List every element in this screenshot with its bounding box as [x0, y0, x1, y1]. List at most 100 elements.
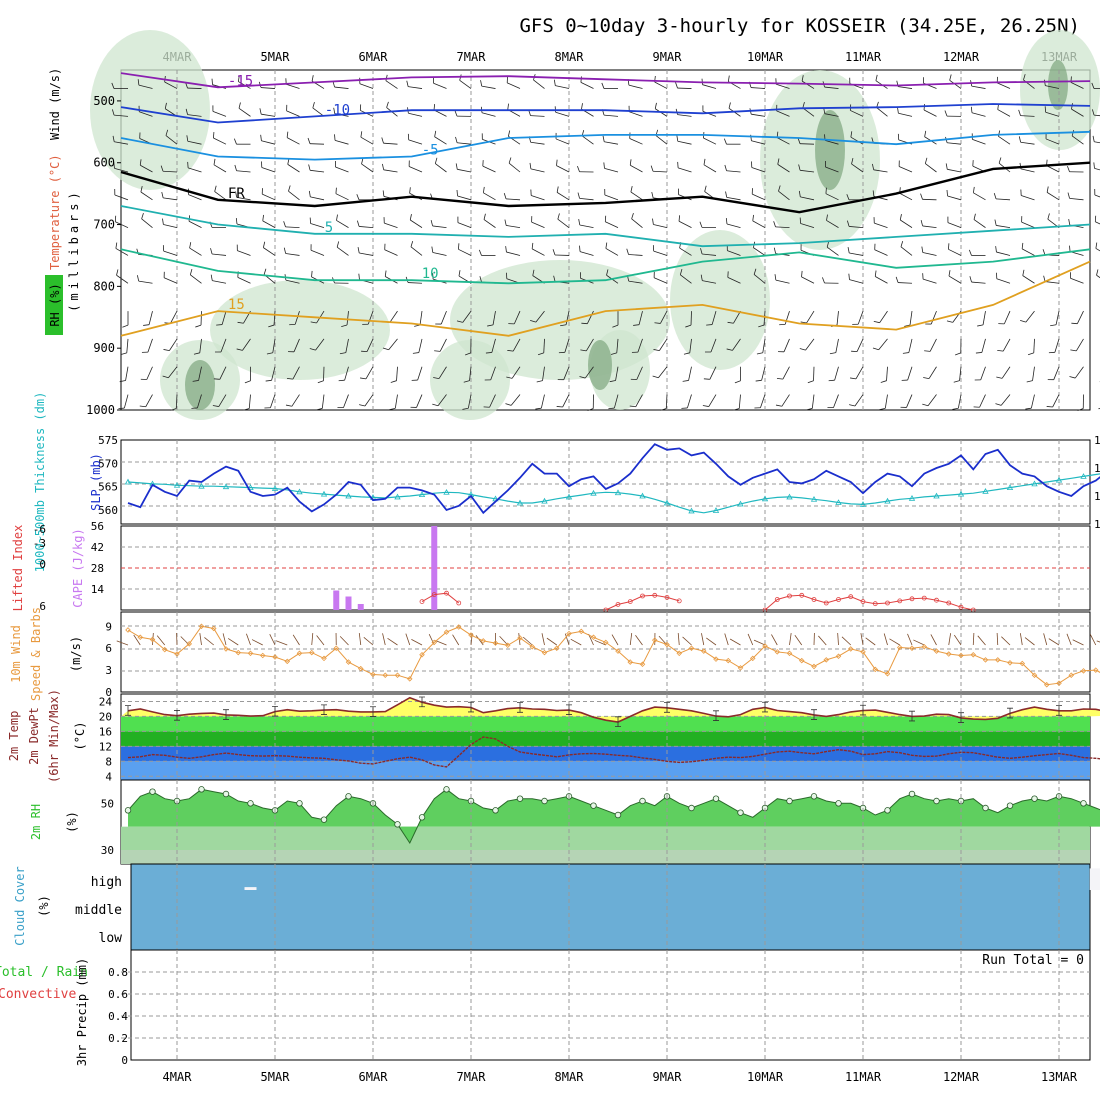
- wind-barb-flag: [112, 135, 115, 142]
- wind-barb: [273, 311, 276, 326]
- wind-barb-flag: [1070, 349, 1077, 352]
- wind-barb: [635, 394, 643, 407]
- li-tick-label: 6: [39, 600, 46, 613]
- wind-barb: [605, 248, 619, 256]
- wind-barb: [269, 634, 276, 646]
- wind-barb: [458, 248, 472, 256]
- wind-barb-flag: [1067, 165, 1070, 172]
- wind-barb-flag: [685, 324, 692, 328]
- wind-barb: [419, 311, 423, 326]
- wind-barbs: [116, 632, 1100, 646]
- wind-barb: [389, 310, 398, 323]
- wind-barb: [310, 169, 325, 173]
- wind-barb-flag: [806, 408, 813, 411]
- wind-barb: [860, 633, 864, 646]
- minmax-errorbar: [125, 705, 131, 716]
- thickness-point: [320, 490, 328, 497]
- wind-speed-label: Speed & Barbs: [29, 607, 43, 701]
- contour-line: [120, 130, 1091, 161]
- wind-barb-flag: [384, 270, 387, 277]
- wind-barb: [855, 366, 864, 380]
- wind-barb: [658, 366, 668, 379]
- wind-barb: [947, 168, 962, 173]
- wind-barb: [738, 394, 741, 409]
- wind-barb-flag: [143, 324, 150, 326]
- wind-barb: [363, 636, 374, 646]
- wind-barb: [682, 636, 692, 646]
- minmax-errorbar: [321, 704, 327, 715]
- wind-barb: [604, 167, 619, 173]
- wind-barb: [972, 139, 986, 145]
- date-label-bottom: 9MAR: [653, 1070, 683, 1084]
- wind-barb: [678, 220, 692, 228]
- wind-barb-flag: [311, 75, 314, 82]
- wind-barb: [874, 222, 888, 229]
- date-label-top: 10MAR: [747, 50, 784, 64]
- wind-barb-flag: [946, 320, 953, 323]
- wind-barb-flag: [952, 407, 959, 410]
- rh-point: [639, 797, 646, 805]
- wind-barb: [237, 276, 251, 284]
- wind-barb: [953, 634, 962, 646]
- wind-barb-flag: [360, 377, 367, 380]
- wind-barb-flag: [848, 273, 850, 280]
- wind-barb-flag: [953, 380, 960, 383]
- wind-barb: [922, 225, 937, 229]
- wind-speed-point: [296, 650, 303, 657]
- wind-barb-flag: [1025, 407, 1032, 410]
- wind-barb-flag: [954, 352, 961, 356]
- thickness-point: [222, 483, 230, 490]
- contour-label: -5: [422, 143, 439, 159]
- wind-speed-point: [1092, 667, 1099, 673]
- wind-barb: [293, 338, 300, 352]
- wind-barb: [114, 167, 129, 173]
- wind-speed-point: [737, 665, 744, 671]
- wind-barb-flag: [846, 194, 850, 200]
- wind-barb: [138, 280, 153, 284]
- wind-barb: [628, 84, 643, 89]
- wind-barb: [1001, 366, 1011, 379]
- pressure-tick-label: 600: [93, 156, 115, 170]
- wind-barb-flag: [580, 349, 587, 352]
- wind-barb: [1033, 338, 1035, 353]
- wind-barb: [825, 193, 839, 201]
- wind-barb-flag: [116, 269, 119, 276]
- thickness-point: [565, 493, 573, 500]
- wind-barb: [733, 310, 741, 324]
- wind-barb: [1075, 338, 1084, 352]
- run-total: Run Total = 0: [982, 953, 1084, 968]
- li-point: [419, 599, 425, 604]
- wind-barb-flag: [505, 403, 512, 406]
- rh-band-low: [121, 850, 1090, 864]
- cloud-cell: [1089, 868, 1100, 890]
- rh-point: [247, 800, 254, 807]
- wind-barb: [782, 366, 790, 380]
- minmax-errorbar: [468, 701, 474, 713]
- wind-barb: [653, 224, 668, 229]
- wind-barb-flag: [1069, 245, 1071, 252]
- wind-barb-flag: [356, 194, 360, 200]
- wind-barb: [262, 193, 276, 201]
- wind-barb-flag: [873, 320, 880, 324]
- wind-barb: [1002, 338, 1011, 352]
- wind-barb-flag: [756, 352, 763, 355]
- wind-barb: [462, 310, 472, 323]
- wind-barb: [286, 137, 300, 145]
- wind-barb-flag: [553, 275, 556, 282]
- wind-barb: [315, 338, 325, 351]
- wind-barb: [452, 634, 460, 646]
- wind-barb: [499, 635, 509, 646]
- wind-barb: [753, 274, 766, 284]
- wind-barb-flag: [872, 190, 875, 197]
- wind-barb: [492, 311, 496, 325]
- wind-barb-flag: [235, 191, 238, 198]
- wind-speed-point: [896, 644, 903, 651]
- wind-barb: [677, 114, 692, 117]
- wind-barb-flag: [141, 212, 144, 219]
- wind-barb: [114, 141, 129, 145]
- thickness-tick-label: 565: [98, 481, 118, 494]
- wind-barb-flag: [846, 220, 850, 227]
- wind-barb-flag: [726, 348, 733, 351]
- wind-barb: [316, 635, 325, 646]
- wind-barb: [508, 162, 521, 173]
